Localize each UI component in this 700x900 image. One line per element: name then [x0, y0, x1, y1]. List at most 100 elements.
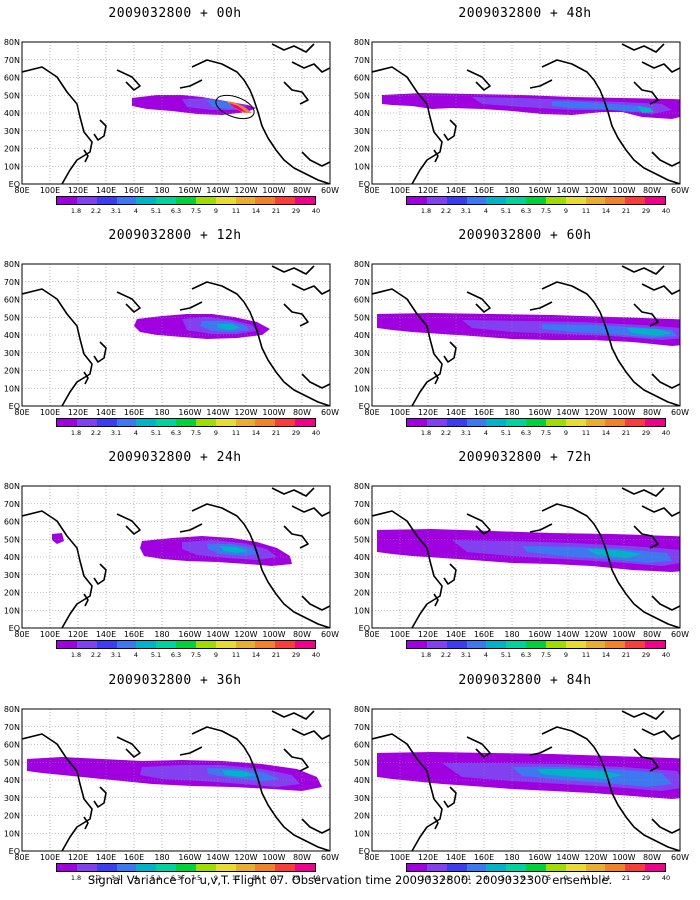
- lat-tick-label: 20N: [4, 812, 20, 821]
- lon-tick-label: 100W: [612, 186, 635, 195]
- observation-region-outline: [215, 94, 255, 120]
- lat-tick-label: 50N: [354, 91, 370, 100]
- colorbar-swatch: [466, 197, 487, 204]
- colorbar: [406, 196, 666, 205]
- colorbar-swatch: [645, 864, 665, 871]
- lat-tick-label: 30N: [4, 349, 20, 358]
- colorbar-swatch: [96, 864, 117, 871]
- coastline: [433, 816, 439, 830]
- colorbar-label: 11: [231, 207, 241, 215]
- lon-tick-label: 160W: [528, 408, 551, 417]
- coastline: [22, 733, 93, 851]
- lat-tick-label: 10N: [354, 162, 370, 171]
- colorbar-swatch: [407, 419, 427, 426]
- variance-contour: [537, 769, 622, 779]
- coastline: [633, 303, 659, 327]
- lon-tick-label: 60W: [321, 408, 339, 417]
- coastline: [93, 786, 107, 808]
- lon-tick-label: 80E: [14, 408, 29, 417]
- colorbar-swatch: [275, 641, 296, 648]
- coastline: [372, 66, 443, 184]
- variance-contour: [587, 549, 642, 558]
- panel-title: 2009032800 + 60h: [458, 228, 592, 243]
- colorbar-swatch: [565, 641, 586, 648]
- lat-tick-label: EQ: [359, 624, 370, 633]
- lon-tick-label: 120E: [418, 630, 438, 639]
- colorbar-label: 29: [641, 874, 651, 882]
- lat-tick-label: 80N: [4, 38, 20, 47]
- lat-tick-label: 20N: [4, 367, 20, 376]
- lon-tick-label: 140E: [446, 186, 466, 195]
- colorbar-swatch: [426, 641, 447, 648]
- lon-tick-label: 160E: [124, 853, 144, 862]
- lon-tick-label: 80E: [364, 408, 379, 417]
- colorbar-swatch: [195, 197, 216, 204]
- colorbar-swatch: [426, 419, 447, 426]
- lon-tick-label: 120W: [234, 408, 257, 417]
- colorbar-swatch: [136, 641, 157, 648]
- lat-tick-label: 60N: [354, 296, 370, 305]
- colorbar-label: 7.5: [190, 207, 202, 215]
- colorbar: [406, 418, 666, 427]
- lon-tick-label: 60W: [321, 186, 339, 195]
- coastline: [83, 149, 89, 163]
- lat-tick-label: 70N: [354, 56, 370, 65]
- panel-title: 2009032800 + 48h: [458, 6, 592, 21]
- lat-tick-label: 40N: [354, 331, 370, 340]
- colorbar-swatch: [255, 864, 276, 871]
- colorbar-swatch: [215, 864, 236, 871]
- coastline: [621, 487, 665, 497]
- colorbar-label: 29: [641, 429, 651, 437]
- colorbar-label: 21: [621, 874, 631, 882]
- colorbar-label: 5.1: [500, 651, 512, 659]
- lon-tick-label: 140W: [206, 853, 229, 862]
- lat-tick-label: EQ: [9, 180, 20, 189]
- colorbar-swatch: [446, 641, 467, 648]
- colorbar-label: 11: [581, 207, 591, 215]
- colorbar: [56, 640, 316, 649]
- colorbar-label: 14: [601, 874, 611, 882]
- lat-tick-label: 80N: [354, 705, 370, 714]
- lon-tick-label: 80E: [14, 630, 29, 639]
- colorbar-label: 7.5: [540, 874, 552, 882]
- colorbar-label: 40: [311, 874, 321, 882]
- lon-tick-label: 140E: [96, 186, 116, 195]
- colorbar-swatch: [545, 641, 566, 648]
- coastline: [83, 816, 89, 830]
- lon-tick-label: 100W: [612, 408, 635, 417]
- colorbar-swatch: [116, 864, 137, 871]
- colorbar-labels: 1.8 2.2 3.1 4 5.1 6.3 7.5 9 11 14 21 29 40: [56, 651, 320, 660]
- lat-tick-label: 60N: [4, 74, 20, 83]
- coastline: [116, 69, 141, 91]
- lat-tick-label: 60N: [4, 296, 20, 305]
- variance-contour: [222, 770, 257, 777]
- colorbar-swatch: [605, 864, 626, 871]
- colorbar-swatch: [195, 864, 216, 871]
- lat-tick-label: 60N: [4, 741, 20, 750]
- coastline: [651, 595, 680, 611]
- lat-tick-label: 70N: [354, 278, 370, 287]
- lon-tick-label: 140W: [556, 630, 579, 639]
- colorbar-label: 4: [483, 429, 489, 437]
- lat-tick-label: EQ: [359, 402, 370, 411]
- colorbar-label: 29: [291, 651, 301, 659]
- coastline: [291, 283, 330, 295]
- lat-tick-label: 80N: [4, 482, 20, 491]
- lon-tick-label: 120W: [234, 853, 257, 862]
- colorbar-swatch: [625, 641, 646, 648]
- colorbar-label: 5.1: [500, 429, 512, 437]
- lat-tick-label: 60N: [354, 518, 370, 527]
- colorbar-label: 1.8: [70, 429, 82, 437]
- colorbar-swatch: [446, 197, 467, 204]
- colorbar-swatch: [585, 197, 606, 204]
- coastline: [191, 59, 330, 184]
- lon-tick-label: 100W: [262, 630, 285, 639]
- colorbar-swatch: [645, 641, 665, 648]
- colorbar-label: 9: [213, 207, 219, 215]
- lat-tick-label: 10N: [354, 829, 370, 838]
- coastline: [641, 283, 680, 295]
- colorbar-label: 11: [231, 651, 241, 659]
